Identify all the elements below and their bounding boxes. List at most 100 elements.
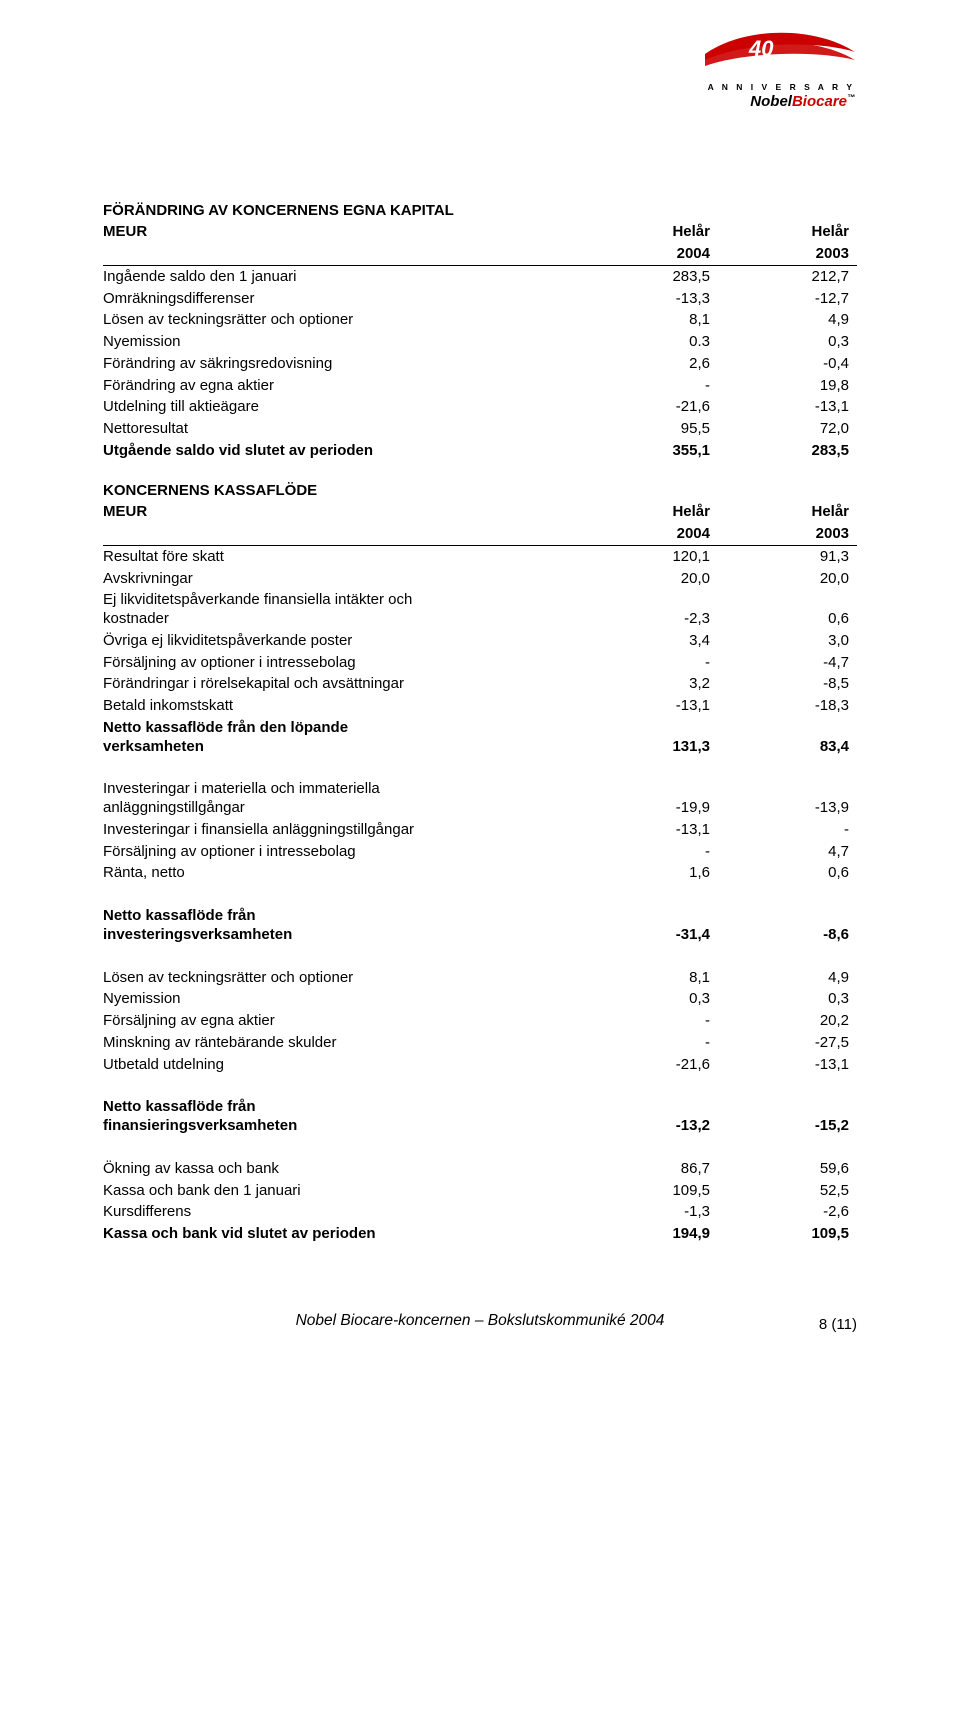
s2b3-row: Utbetald utdelning-21,6-13,1 (103, 1054, 857, 1076)
s2b2-row: Investeringar i finansiella anläggningst… (103, 819, 857, 841)
s1-label: Förändring av egna aktier (103, 375, 579, 397)
anniversary-number: 40 (748, 36, 774, 61)
s2b3-c2: 0,3 (718, 989, 857, 1011)
s2b3-row: Minskning av räntebärande skulder--27,5 (103, 1032, 857, 1054)
brand-biocare: Biocare (792, 93, 847, 110)
s2b3-c1: - (579, 1032, 718, 1054)
s2b1-c1: - (579, 652, 718, 674)
s1-total-c1: 355,1 (579, 440, 718, 462)
s2b3-row: Lösen av teckningsrätter och optioner8,1… (103, 967, 857, 989)
s2-total-c1: 194,9 (579, 1224, 718, 1246)
s2b4-label: Kursdifferens (103, 1202, 579, 1224)
s2b3-c2: -27,5 (718, 1032, 857, 1054)
cashflow-table: KONCERNENS KASSAFLÖDE MEUR Helår Helår 2… (103, 480, 857, 1245)
s2b2-c2: 4,7 (718, 841, 857, 863)
s2b3-c1: - (579, 1011, 718, 1033)
s1-row: Förändring av säkringsredovisning2,6-0,4 (103, 353, 857, 375)
subtotal2-label: Netto kassaflöde från investeringsverksa… (103, 906, 579, 947)
s2b4-c2: 52,5 (718, 1180, 857, 1202)
s1-c1: 283,5 (579, 266, 718, 288)
s1-label: Förändring av säkringsredovisning (103, 353, 579, 375)
s2b3-label: Försäljning av egna aktier (103, 1011, 579, 1033)
s2b1-c1: -13,1 (579, 696, 718, 718)
s2b1-row: Avskrivningar20,020,0 (103, 568, 857, 590)
s2b1-row: Betald inkomstskatt-13,1-18,3 (103, 696, 857, 718)
s2b1-c2: 20,0 (718, 568, 857, 590)
s1-row: Förändring av egna aktier-19,8 (103, 375, 857, 397)
s2b1-c1: 3,2 (579, 674, 718, 696)
subtotal3-label-a: Netto kassaflöde från (103, 1098, 256, 1115)
section2-title: KONCERNENS KASSAFLÖDE (103, 480, 857, 502)
subtotal1-c2: 83,4 (718, 717, 857, 758)
s1-total-c2: 283,5 (718, 440, 857, 462)
s2b4-c1: -1,3 (579, 1202, 718, 1224)
s2b2-c1: - (579, 841, 718, 863)
s2b1-label: Övriga ej likviditetspåverkande poster (103, 630, 579, 652)
anniversary-label: A N N I V E R S A R Y (685, 83, 855, 92)
s1-row: Nettoresultat95,572,0 (103, 419, 857, 441)
s1-c1: -13,3 (579, 288, 718, 310)
document-body: FÖRÄNDRING AV KONCERNENS EGNA KAPITAL ME… (103, 200, 857, 1245)
s2b4-row: Kursdifferens-1,3-2,6 (103, 1202, 857, 1224)
s1-row: Utdelning till aktieägare-21,6-13,1 (103, 397, 857, 419)
col-year2a: Helår (718, 222, 857, 244)
s1-row: Nyemission0.30,3 (103, 332, 857, 354)
s2b1-c2: 91,3 (718, 546, 857, 568)
s2b4-row: Kassa och bank den 1 januari109,552,5 (103, 1180, 857, 1202)
s2b2-label: Investeringar i finansiella anläggningst… (103, 819, 579, 841)
s2b1-label: Resultat före skatt (103, 546, 579, 568)
s1-c2: -0,4 (718, 353, 857, 375)
s2b1-c2: 0,6 (718, 590, 857, 631)
col-year2b: 2003 (718, 244, 857, 266)
subtotal2-label-b: investeringsverksamheten (103, 926, 292, 943)
col2-y2b: 2003 (718, 524, 857, 546)
subtotal2-c1: -31,4 (579, 906, 718, 947)
s2b1-label: Avskrivningar (103, 568, 579, 590)
swoosh-icon: 40 (705, 30, 855, 66)
s2b2-c1: -13,1 (579, 819, 718, 841)
s2b3-row: Försäljning av egna aktier-20,2 (103, 1011, 857, 1033)
s2b3-c2: -13,1 (718, 1054, 857, 1076)
s1-label: Nettoresultat (103, 419, 579, 441)
subtotal1-c1: 131,3 (579, 717, 718, 758)
anniversary-swoosh: 40 (685, 28, 855, 78)
s2b1-c2: -4,7 (718, 652, 857, 674)
page-number: 8 (11) (103, 1316, 857, 1335)
s2b1-row: Försäljning av optioner i intressebolag-… (103, 652, 857, 674)
col-meur: MEUR (103, 222, 579, 244)
s2b2-row: Ränta, netto1,60,6 (103, 863, 857, 885)
s2b2-c1: 1,6 (579, 863, 718, 885)
s2b2-row: Försäljning av optioner i intressebolag-… (103, 841, 857, 863)
s2b3-c2: 4,9 (718, 967, 857, 989)
s2b1-c2: -18,3 (718, 696, 857, 718)
s2b2-c2: - (718, 819, 857, 841)
s1-row: Lösen av teckningsrätter och optioner8,1… (103, 310, 857, 332)
equity-changes-table: FÖRÄNDRING AV KONCERNENS EGNA KAPITAL ME… (103, 200, 857, 462)
subtotal3-label: Netto kassaflöde från finansieringsverks… (103, 1097, 579, 1138)
s2b1-row: Ej likviditetspåverkande finansiella int… (103, 590, 857, 631)
s1-c1: - (579, 375, 718, 397)
s1-c2: 4,9 (718, 310, 857, 332)
subtotal2-c2: -8,6 (718, 906, 857, 947)
s1-label: Nyemission (103, 332, 579, 354)
trademark-icon: ™ (847, 93, 855, 102)
col2-y1a: Helår (579, 502, 718, 524)
page: 40 A N N I V E R S A R Y NobelBiocare™ F… (0, 0, 960, 1384)
s1-total-label: Utgående saldo vid slutet av perioden (103, 440, 579, 462)
s2b3-label: Lösen av teckningsrätter och optioner (103, 967, 579, 989)
s1-label: Lösen av teckningsrätter och optioner (103, 310, 579, 332)
col-year1b: 2004 (579, 244, 718, 266)
s2b2-row: Investeringar i materiella och immaterie… (103, 779, 857, 820)
col2-meur: MEUR (103, 502, 579, 524)
s1-label: Ingående saldo den 1 januari (103, 266, 579, 288)
s2b3-label: Nyemission (103, 989, 579, 1011)
subtotal3-label-b: finansieringsverksamheten (103, 1117, 297, 1134)
s2b1-row: Övriga ej likviditetspåverkande poster3,… (103, 630, 857, 652)
s1-c1: 0.3 (579, 332, 718, 354)
s2b1-row: Förändringar i rörelsekapital och avsätt… (103, 674, 857, 696)
s2b1-c1: 3,4 (579, 630, 718, 652)
s2b1-c2: -8,5 (718, 674, 857, 696)
s2b3-c2: 20,2 (718, 1011, 857, 1033)
brand-wordmark: NobelBiocare™ (685, 94, 855, 109)
s2b3-label: Utbetald utdelning (103, 1054, 579, 1076)
